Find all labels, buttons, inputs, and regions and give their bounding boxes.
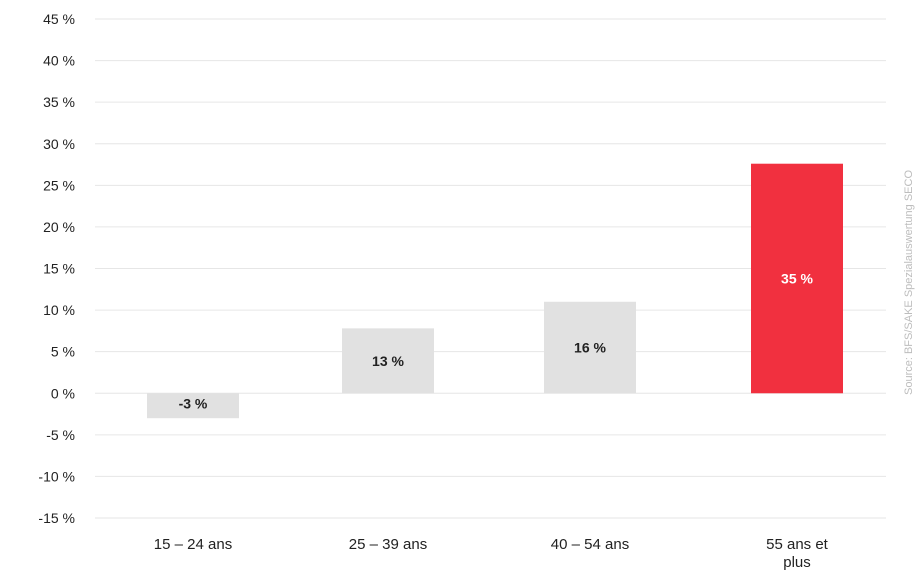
bar <box>342 328 434 394</box>
x-category-label: 55 ans et plus <box>766 536 829 571</box>
y-axis-ticks: 45 % 40 % 35 % 30 % 25 % 20 % 15 % 10 % 5 % 0 % -5… <box>38 11 75 526</box>
y-tick-label: -10 % <box>38 468 75 484</box>
x-category-label: 15 – 24 ans <box>154 536 232 553</box>
bars <box>147 163 843 419</box>
y-tick-label: 10 % <box>43 302 75 318</box>
bar <box>751 163 843 394</box>
x-category-label: 40 – 54 ans <box>551 536 629 553</box>
source-note: Source: BFS/SAKE Spezialauswertung SECO <box>903 170 915 395</box>
data-label: 35 % <box>781 270 813 286</box>
y-tick-label: -5 % <box>46 427 75 443</box>
y-tick-label: 25 % <box>43 177 75 193</box>
data-label: -3 % <box>179 395 208 411</box>
y-tick-label: 45 % <box>43 11 75 27</box>
bar <box>544 301 636 394</box>
y-tick-label: 5 % <box>51 344 75 360</box>
data-label: 13 % <box>372 353 404 369</box>
y-tick-label: 15 % <box>43 261 75 277</box>
y-tick-label: 35 % <box>43 94 75 110</box>
y-tick-label: 20 % <box>43 219 75 235</box>
y-tick-label: 30 % <box>43 136 75 152</box>
bar <box>147 393 239 419</box>
data-label: 16 % <box>574 340 606 356</box>
y-tick-label: 40 % <box>43 53 75 69</box>
y-tick-label: 0 % <box>51 385 75 401</box>
y-tick-label: -15 % <box>38 510 75 526</box>
x-category-label: 25 – 39 ans <box>349 536 427 553</box>
data-labels: -3 % 13 % 16 % 35 % <box>179 270 814 411</box>
x-axis-categories: 15 – 24 ans 25 – 39 ans 40 – 54 ans 55 ans … <box>154 536 829 571</box>
